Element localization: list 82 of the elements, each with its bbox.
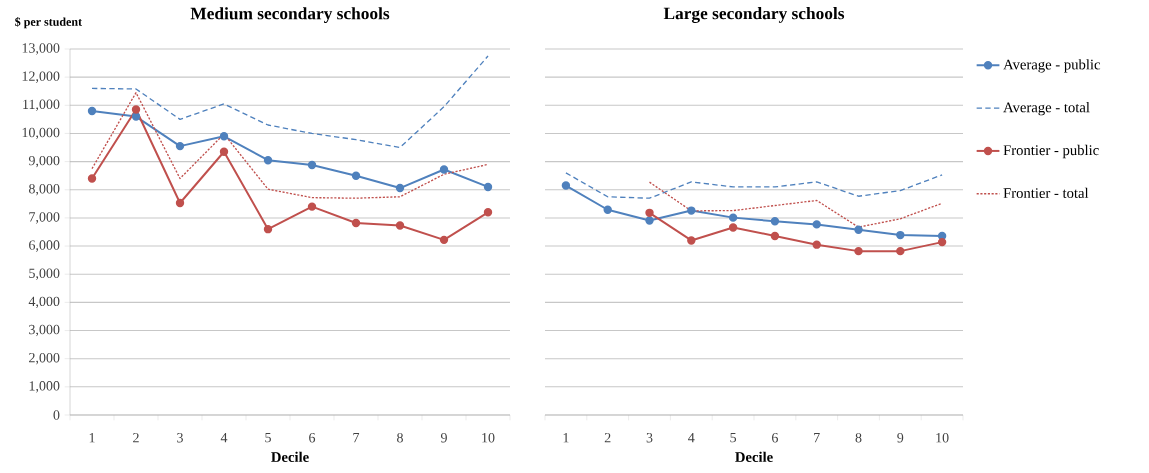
point	[307, 202, 317, 211]
point	[645, 208, 654, 218]
x-tick-label: 2	[133, 433, 139, 443]
x-tick-label: 6	[309, 433, 316, 443]
x-tick-label: 9	[440, 433, 447, 443]
point	[561, 181, 571, 190]
point	[854, 225, 863, 234]
x-tick-label: 2	[604, 433, 611, 443]
point	[439, 165, 449, 174]
y-tick-label: 11,000	[23, 99, 60, 112]
legend-label: Frontier - public	[1003, 144, 1099, 159]
y-tick-label: 6,000	[29, 240, 60, 252]
x-tick-label: 7	[814, 433, 820, 443]
point	[175, 198, 185, 208]
point	[728, 213, 738, 222]
point	[395, 183, 405, 193]
y-tick-label: 4,000	[28, 296, 60, 309]
legend-label: Frontier - total	[1003, 187, 1089, 199]
point	[87, 106, 97, 116]
line-series	[91, 91, 489, 199]
point	[812, 240, 821, 249]
line-series	[91, 55, 489, 149]
point	[937, 237, 947, 247]
point	[483, 208, 493, 217]
point	[812, 220, 821, 229]
x-tick-label: 10	[482, 433, 495, 443]
y-tick-label: 9,000	[28, 155, 60, 168]
y-tick-label: 5,000	[29, 268, 60, 280]
point	[603, 205, 612, 214]
legend-label: Average - public	[1003, 59, 1101, 73]
point	[770, 217, 780, 226]
x-tick-label: 1	[89, 433, 95, 443]
y-tick-label: 1,000	[29, 381, 60, 393]
y-tick-label: 8,000	[28, 184, 60, 196]
y-tick-label: 7,000	[29, 212, 60, 224]
x-tick-label: 5	[730, 433, 737, 443]
x-tick-label: 5	[265, 433, 271, 443]
point	[687, 236, 696, 245]
point	[263, 155, 273, 165]
point	[439, 235, 449, 245]
point	[770, 231, 780, 241]
y-axis-title: $ per student	[15, 17, 82, 29]
point	[219, 132, 229, 141]
x-axis-title: Decile	[735, 451, 773, 462]
x-tick-label: 8	[397, 433, 403, 443]
point	[687, 206, 696, 215]
point	[263, 224, 273, 234]
y-tick-label: 3,000	[29, 324, 60, 337]
point	[87, 174, 97, 183]
point	[395, 221, 405, 230]
x-tick-label: 6	[772, 433, 778, 443]
point	[351, 218, 361, 228]
x-tick-label: 3	[646, 433, 653, 443]
chart-title: Medium secondary schools	[190, 7, 390, 23]
x-tick-label: 3	[177, 433, 183, 443]
point	[896, 246, 905, 256]
x-tick-label: 10	[936, 433, 949, 443]
y-tick-label: 13,000	[22, 43, 60, 55]
y-tick-label: 10,000	[22, 127, 60, 140]
chart-title: Large secondary schools	[663, 7, 845, 23]
point	[131, 105, 141, 114]
x-tick-label: 8	[855, 433, 862, 443]
x-tick-label: 4	[220, 433, 228, 443]
y-tick-label: 2,000	[29, 352, 60, 365]
x-axis-title: Decile	[271, 451, 309, 462]
y-tick-label: 0	[53, 410, 60, 420]
point	[219, 147, 229, 156]
legend-label: Average - total	[1003, 102, 1090, 116]
point	[645, 216, 654, 225]
x-tick-label: 1	[563, 433, 569, 443]
x-tick-label: 4	[688, 433, 695, 443]
point	[854, 246, 863, 256]
point	[896, 230, 905, 240]
point	[728, 223, 738, 232]
point	[351, 171, 361, 180]
x-tick-label: 7	[353, 433, 360, 443]
y-tick-label: 12,000	[22, 71, 60, 83]
point	[483, 182, 493, 192]
point	[175, 141, 185, 151]
x-tick-label: 9	[897, 433, 904, 443]
point	[131, 112, 141, 121]
point	[307, 160, 317, 170]
